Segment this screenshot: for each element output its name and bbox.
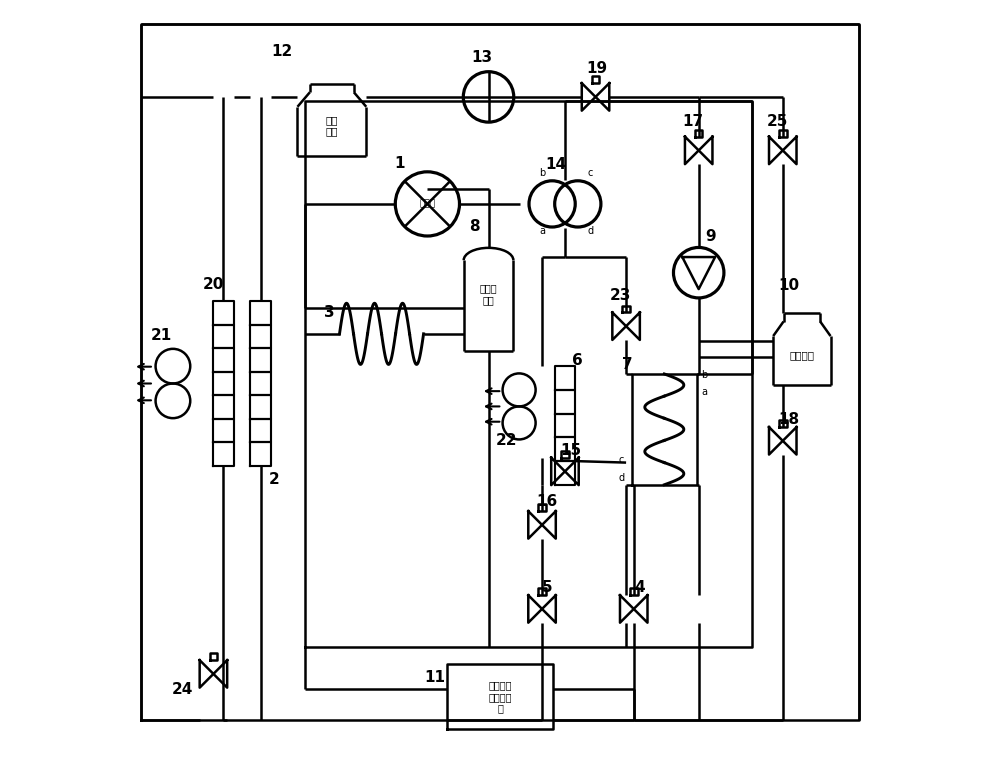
Text: b: b xyxy=(539,168,545,178)
Text: 8: 8 xyxy=(469,219,479,235)
Text: 压缩机: 压缩机 xyxy=(419,199,435,209)
Text: b: b xyxy=(701,370,708,380)
Text: 18: 18 xyxy=(778,412,799,427)
Text: c: c xyxy=(618,456,623,466)
Text: 9: 9 xyxy=(705,229,715,244)
Text: 10: 10 xyxy=(778,278,799,293)
Text: 24: 24 xyxy=(172,682,194,696)
Text: 12: 12 xyxy=(272,44,293,58)
Text: 16: 16 xyxy=(537,495,558,509)
Text: 23: 23 xyxy=(610,288,631,303)
Text: a: a xyxy=(539,226,545,236)
Text: 气液分
离器: 气液分 离器 xyxy=(480,284,497,305)
Text: 20: 20 xyxy=(203,277,224,291)
Text: 13: 13 xyxy=(471,50,492,64)
Text: c: c xyxy=(587,168,593,178)
Text: d: d xyxy=(587,226,593,236)
Text: 5: 5 xyxy=(542,580,553,595)
Text: 4: 4 xyxy=(635,580,645,595)
Text: 2: 2 xyxy=(269,472,280,486)
Text: 电池、电
机换热模
块: 电池、电 机换热模 块 xyxy=(488,680,512,713)
Text: 19: 19 xyxy=(586,61,608,76)
Text: d: d xyxy=(618,473,624,483)
Text: 14: 14 xyxy=(545,156,566,172)
Text: 储能水箱: 储能水箱 xyxy=(789,350,814,360)
Text: 25: 25 xyxy=(767,114,788,129)
Text: a: a xyxy=(701,387,707,397)
Text: 21: 21 xyxy=(151,328,172,343)
Text: 17: 17 xyxy=(683,114,704,129)
Text: 11: 11 xyxy=(425,670,446,685)
Text: 1: 1 xyxy=(394,156,404,171)
Text: 膨胀
水箱: 膨胀 水箱 xyxy=(326,115,338,137)
Text: 22: 22 xyxy=(495,433,517,449)
Text: 15: 15 xyxy=(561,443,582,458)
Text: 6: 6 xyxy=(572,353,583,368)
Text: 7: 7 xyxy=(622,357,633,372)
Text: 3: 3 xyxy=(324,305,334,320)
